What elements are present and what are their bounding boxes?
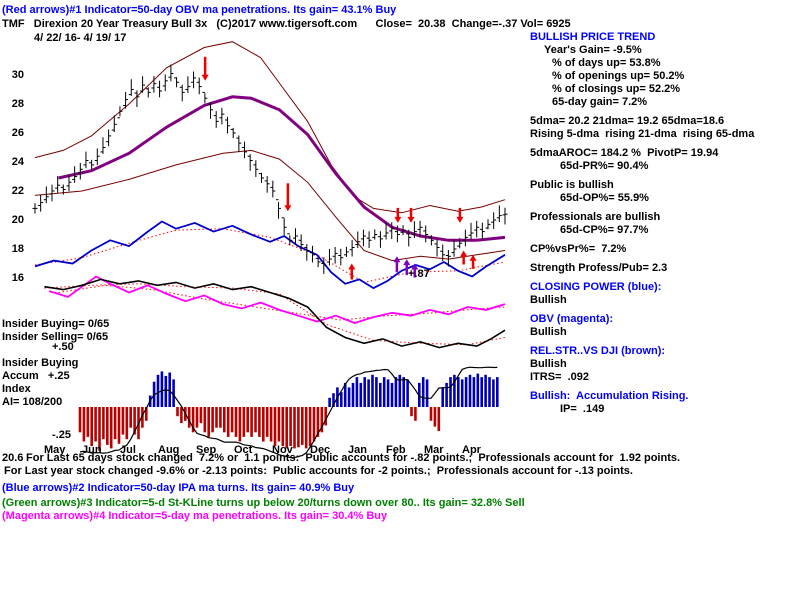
right-panel-line: Bullish (530, 326, 567, 338)
red-down-arrow (201, 74, 209, 81)
month-label: Mar (424, 444, 444, 456)
analysis-panel: BULLISH PRICE TREND Year's Gain= -9.5%% o… (530, 31, 798, 416)
right-panel-line: Bullish (530, 294, 567, 306)
red-down-arrow (284, 205, 292, 212)
right-panel-line: Public is bullish (530, 179, 614, 191)
price-axis-label: 30 (11, 69, 24, 81)
right-panel-line: Bullish: Accumulation Rising. (530, 390, 689, 402)
red-down-arrow (394, 216, 402, 223)
red-up-arrow (348, 263, 356, 270)
price-axis-label: 28 (11, 98, 24, 110)
label-scale-m25: -.25 (52, 429, 71, 441)
month-label: Apr (462, 444, 481, 456)
label-indicator2: (Blue arrows)#2 Indicator=50-day IPA ma … (2, 482, 355, 494)
red-up-arrow (469, 254, 477, 261)
label-ai-value: AI= 108/200 (2, 396, 63, 408)
right-panel-line: ITRS= .092 (530, 371, 590, 383)
price-axis-label: 20 (11, 214, 24, 226)
price-axis-label: 16 (11, 272, 24, 284)
right-panel-line: CP%vsPr%= 7.2% (530, 243, 627, 255)
label-stats-year: For Last year stock changed -9.6% or -2.… (4, 465, 633, 477)
month-label: Oct (234, 444, 253, 456)
series-closing_power (34, 220, 506, 290)
series-obv (48, 275, 506, 324)
month-label: Feb (386, 444, 406, 456)
price-axis-label: 18 (11, 243, 24, 255)
right-panel-line: OBV (magenta): (530, 313, 614, 325)
label-insider-selling: Insider Selling= 0/65 (2, 331, 109, 343)
label-indicator3: (Green arrows)#3 Indicator=5-d St-KLine … (2, 497, 525, 509)
month-label: Jul (120, 444, 136, 456)
red-up-arrow (460, 250, 468, 257)
right-panel-line: 65-day gain= 7.2% (552, 96, 648, 108)
right-panel-line: 5dmaAROC= 184.2 % PivotP= 19.94 (530, 147, 719, 159)
label-indicator4: (Magenta arrows)#4 Indicator=5-day ma pe… (2, 510, 388, 522)
accum-oscillator-line (79, 366, 498, 459)
series-cp_ma_dotted (34, 228, 506, 283)
right-panel-line: % of openings up= 50.2% (552, 70, 685, 82)
right-panel-line: 65d-CP%= 97.7% (560, 224, 649, 236)
right-panel-line: Strength Profess/Pub= 2.3 (530, 262, 668, 274)
label-last-price: 20.6 (2, 452, 24, 464)
magenta-up-arrow (403, 259, 411, 266)
series-rel_strength_vs_dji (44, 278, 506, 349)
right-panel-line: 65d-OP%= 55.9% (560, 192, 649, 204)
right-panel-line: Professionals are bullish (530, 211, 661, 223)
label-indicator1: (Red arrows)#1 Indicator=50-day OBV ma p… (2, 4, 397, 16)
right-panel-line: Year's Gain= -9.5% (544, 44, 642, 56)
magenta-up-arrow (411, 263, 419, 270)
series-upper_band (34, 41, 506, 214)
right-panel-line: Bullish (530, 358, 567, 370)
right-panel-line: % of days up= 53.8% (552, 57, 661, 69)
series-ma_65day (58, 95, 506, 242)
red-down-arrow (456, 216, 464, 223)
magenta-up-arrow (393, 256, 401, 263)
month-label: Aug (158, 444, 180, 456)
month-label: Dec (310, 444, 331, 456)
right-panel-line: CLOSING POWER (blue): (530, 281, 662, 293)
label-plus87: +.87 (408, 268, 430, 280)
label-insider-buying: Insider Buying= 0/65 (2, 318, 110, 330)
month-label: Jun (82, 444, 102, 456)
label-scale-p50: +.50 (52, 341, 74, 353)
label-accum-line2: Accum +.25 (2, 370, 70, 382)
series-relstr_ma_dotted (44, 283, 506, 346)
right-panel-line: % of closings up= 52.2% (552, 83, 681, 95)
red-down-arrow (407, 216, 415, 223)
right-panel-line: 65d-PR%= 90.4% (560, 160, 649, 172)
month-label: Jan (348, 444, 367, 456)
right-panel-line: IP= .149 (560, 403, 605, 415)
price-axis-label: 26 (11, 127, 24, 139)
month-label: Sep (196, 444, 217, 456)
series-lower_band (34, 149, 506, 262)
right-panel-line: Rising 5-dma rising 21-dma rising 65-dma (530, 128, 755, 140)
price-axis-label: 22 (11, 185, 24, 197)
label-title: TMF Direxion 20 Year Treasury Bull 3x (C… (2, 18, 571, 30)
label-accum-line3: Index (2, 383, 31, 395)
right-panel-line: REL.STR..VS DJI (brown): (530, 345, 666, 357)
month-label: May (44, 444, 66, 456)
label-stats-65d: For Last 65 days stock changed 7.2% or 1… (26, 452, 681, 464)
label-daterange: 4/ 22/ 16- 4/ 19/ 17 (34, 32, 127, 44)
month-label: Nov (272, 444, 293, 456)
right-panel-line: 5dma= 20.2 21dma= 19.2 65dma=18.6 (530, 115, 725, 127)
price-axis-label: 24 (11, 156, 24, 168)
label-accum-line1: Insider Buying (2, 357, 79, 369)
right-panel-line: BULLISH PRICE TREND (530, 31, 656, 43)
